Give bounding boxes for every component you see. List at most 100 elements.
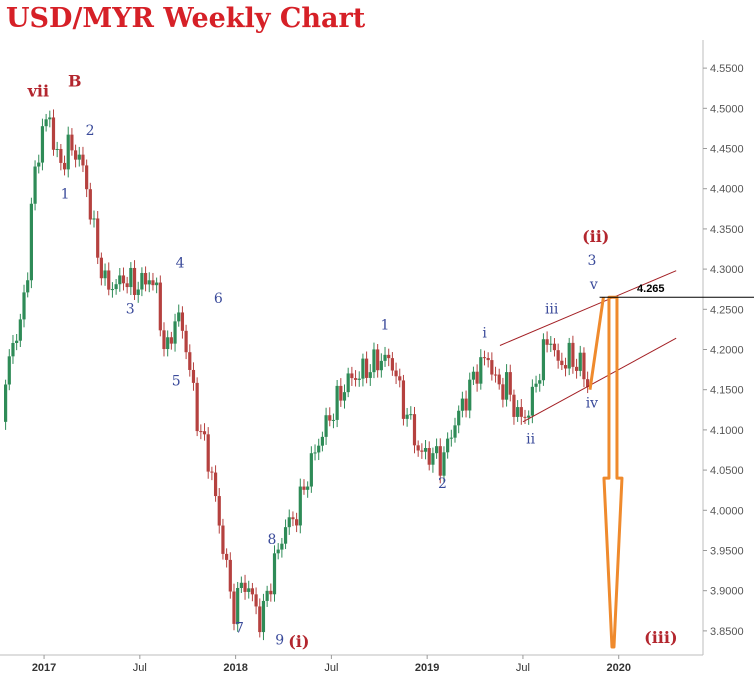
candle-body [243, 582, 247, 592]
candle-body [394, 370, 398, 377]
candle-body [44, 119, 48, 127]
wave-label: 9 [275, 633, 284, 649]
candle-body [7, 356, 11, 385]
candle-body [132, 267, 137, 295]
level-label: 4.265 [637, 283, 665, 295]
projection [588, 295, 624, 649]
candle-body [372, 349, 376, 373]
trend-channel [499, 270, 677, 423]
wave-label: 2 [438, 476, 447, 492]
wave-label: 3 [587, 253, 596, 269]
candle-body [442, 452, 446, 476]
candle-body [18, 319, 22, 341]
x-tick-label: 2018 [223, 662, 247, 674]
candle-body [26, 280, 30, 293]
candle-body [501, 384, 505, 400]
candle-body [85, 165, 89, 190]
y-tick-label: 4.3000 [710, 264, 744, 276]
candle-body [15, 340, 19, 343]
candle-body [523, 416, 527, 418]
candle-body [121, 275, 126, 284]
candle-body [92, 218, 96, 220]
candle-body [11, 342, 15, 357]
y-tick-label: 4.2000 [710, 345, 744, 357]
candle-body [512, 394, 516, 417]
candle-body [269, 590, 273, 595]
y-tick-label: 3.9000 [710, 586, 744, 598]
wave-label: iii [545, 301, 559, 317]
candle-body [125, 283, 129, 288]
candle-body [59, 148, 63, 163]
candle-body [107, 270, 111, 290]
candle-body [276, 549, 280, 554]
y-tick-label: 4.3500 [710, 224, 744, 236]
candle-body [586, 379, 590, 388]
candle-body [73, 150, 78, 160]
candle-body [29, 203, 33, 281]
candle-body [147, 280, 151, 285]
candle-body [143, 272, 148, 285]
x-tick-label: 2020 [606, 662, 630, 674]
candle-body [162, 330, 166, 350]
candle-body [169, 337, 173, 344]
candle-body [250, 588, 255, 595]
candle-body [295, 519, 299, 526]
y-tick-label: 4.5500 [710, 63, 744, 75]
candle-body [508, 372, 512, 395]
candle-body [412, 414, 417, 446]
candle-body [504, 372, 509, 400]
y-tick-label: 4.0500 [710, 465, 744, 477]
candle-body [287, 517, 291, 528]
candle-body [188, 352, 192, 370]
candle-body [221, 525, 225, 554]
candle-body [519, 407, 523, 417]
candle-body [541, 339, 546, 381]
candle-body [361, 358, 365, 379]
candle-body [33, 166, 37, 204]
wave-label: 6 [214, 291, 223, 307]
candle-body [350, 373, 354, 379]
candle-body [457, 410, 461, 426]
wave-label: iv [586, 395, 598, 411]
candle-body [213, 472, 218, 497]
projection-down-arrow [602, 295, 624, 649]
candle-body [530, 386, 534, 416]
candle-body [283, 527, 288, 544]
y-tick-label: 4.1500 [710, 385, 744, 397]
candle-body [482, 357, 487, 359]
y-tick-label: 4.4000 [710, 184, 744, 196]
candle-body [387, 354, 391, 359]
candle-body [155, 282, 159, 286]
x-tick-label: Jul [324, 662, 338, 674]
candle-body [427, 448, 431, 465]
candle-body [328, 415, 332, 421]
candle-body [258, 606, 262, 633]
wave-label: 8 [268, 532, 277, 548]
candle-body [81, 154, 85, 166]
candle-body [438, 446, 442, 476]
candle-body [99, 257, 103, 279]
candle-body [578, 352, 582, 371]
candle-body [486, 358, 490, 361]
x-tick-label: Jul [133, 662, 147, 674]
candle-body [225, 553, 229, 560]
candle-body [331, 419, 336, 421]
candle-body [180, 312, 185, 331]
wave-label: i [482, 325, 487, 341]
level-marker: 4.265 [599, 283, 754, 298]
x-axis: 2017 Jul 2018 Jul 2019 Jul 2020 [0, 654, 703, 674]
candle-body [534, 383, 538, 387]
candle-body [184, 330, 188, 353]
wave-label: (iii) [644, 628, 677, 647]
y-tick-label: 3.9500 [710, 545, 744, 557]
candle-body [324, 415, 328, 437]
wave-label: 1 [381, 317, 390, 333]
candle-body [335, 385, 339, 420]
candle-body [357, 378, 361, 380]
candle-body [420, 450, 424, 452]
candle-body [342, 392, 347, 401]
x-tick-label: Jul [516, 662, 530, 674]
candle-body [582, 352, 586, 380]
candle-body [574, 366, 579, 371]
